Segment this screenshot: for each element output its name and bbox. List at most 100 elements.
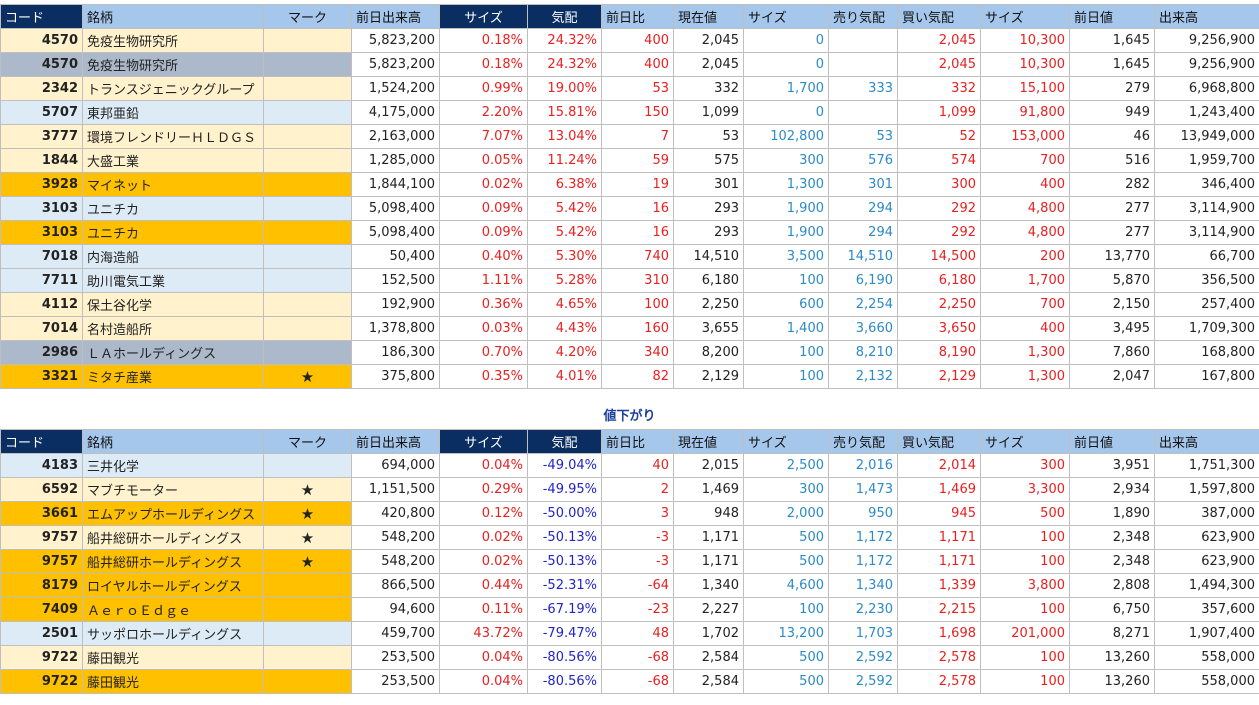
size-pct-cell[interactable]: 0.18%	[439, 28, 528, 53]
table-row[interactable]: 4570 免疫生物研究所 5,823,200 0.18% 24.32% 400 2,045 0…	[0, 28, 1259, 53]
table-row[interactable]: 2986 ＬＡホールディングス 186,300 0.70% 4.20% 340 8,200 1…	[0, 340, 1259, 365]
header-name[interactable]: 銘柄	[82, 4, 264, 29]
prev-volume-cell[interactable]: 5,823,200	[351, 28, 440, 53]
size-cell[interactable]: 10,300	[980, 52, 1070, 77]
size-cell[interactable]: 13,200	[743, 621, 829, 646]
prev-close-cell[interactable]: 2,934	[1069, 477, 1155, 502]
prev-close-cell[interactable]: 279	[1069, 76, 1155, 101]
bid-cell[interactable]: 574	[897, 148, 981, 173]
size-pct-cell[interactable]: 0.35%	[439, 364, 528, 389]
header-volume[interactable]: 出来高	[1154, 429, 1259, 454]
size-cell[interactable]: 300	[980, 453, 1070, 478]
size-cell[interactable]: 100	[980, 669, 1070, 694]
ask-cell[interactable]: 8,210	[828, 340, 898, 365]
mark-cell[interactable]	[263, 645, 352, 670]
change-cell[interactable]: 100	[601, 292, 674, 317]
ask-cell[interactable]: 294	[828, 196, 898, 221]
code-cell[interactable]: 2342	[0, 76, 83, 101]
change-cell[interactable]: 48	[601, 621, 674, 646]
volume-cell[interactable]: 1,709,300	[1154, 316, 1259, 341]
bid-cell[interactable]: 14,500	[897, 244, 981, 269]
name-cell[interactable]: 内海造船	[82, 244, 264, 269]
size-cell[interactable]: 100	[980, 525, 1070, 550]
table-row[interactable]: 7711 助川電気工業 152,500 1.11% 5.28% 310 6,180 100 6,…	[0, 268, 1259, 293]
prev-volume-cell[interactable]: 1,285,000	[351, 148, 440, 173]
prev-volume-cell[interactable]: 1,844,100	[351, 172, 440, 197]
prev-volume-cell[interactable]: 548,200	[351, 549, 440, 574]
table-row[interactable]: 5707 東邦亜鉛 4,175,000 2.20% 15.81% 150 1,099 0 1,0…	[0, 100, 1259, 125]
change-cell[interactable]: -23	[601, 597, 674, 622]
size-pct-cell[interactable]: 0.02%	[439, 525, 528, 550]
size-pct-cell[interactable]: 0.44%	[439, 573, 528, 598]
volume-cell[interactable]: 13,949,000	[1154, 124, 1259, 149]
header-size[interactable]: サイズ	[980, 4, 1070, 29]
size-pct-cell[interactable]: 0.11%	[439, 597, 528, 622]
price-cell[interactable]: 2,015	[673, 453, 744, 478]
prev-volume-cell[interactable]: 4,175,000	[351, 100, 440, 125]
code-cell[interactable]: 1844	[0, 148, 83, 173]
prev-close-cell[interactable]: 277	[1069, 196, 1155, 221]
size-pct-cell[interactable]: 7.07%	[439, 124, 528, 149]
prev-volume-cell[interactable]: 1,151,500	[351, 477, 440, 502]
mark-cell[interactable]: ★	[263, 477, 352, 502]
mark-cell[interactable]	[263, 124, 352, 149]
size-pct-cell[interactable]: 0.03%	[439, 316, 528, 341]
header-change[interactable]: 前日比	[601, 4, 674, 29]
quote-pct-cell[interactable]: -80.56%	[527, 645, 602, 670]
size-cell[interactable]: 3,300	[980, 477, 1070, 502]
code-cell[interactable]: 3103	[0, 196, 83, 221]
size-cell[interactable]: 300	[743, 148, 829, 173]
table-row[interactable]: 6592 マブチモーター ★ 1,151,500 0.29% -49.95% 2 1,469 3…	[0, 477, 1259, 502]
change-cell[interactable]: 59	[601, 148, 674, 173]
volume-cell[interactable]: 1,907,400	[1154, 621, 1259, 646]
mark-cell[interactable]	[263, 292, 352, 317]
code-cell[interactable]: 3661	[0, 501, 83, 526]
size-cell[interactable]: 4,800	[980, 196, 1070, 221]
quote-pct-cell[interactable]: 24.32%	[527, 52, 602, 77]
price-cell[interactable]: 6,180	[673, 268, 744, 293]
bid-cell[interactable]: 52	[897, 124, 981, 149]
change-cell[interactable]: -64	[601, 573, 674, 598]
name-cell[interactable]: 免疫生物研究所	[82, 28, 264, 53]
header-ask[interactable]: 売り気配	[828, 429, 898, 454]
size-pct-cell[interactable]: 43.72%	[439, 621, 528, 646]
price-cell[interactable]: 1,171	[673, 549, 744, 574]
mark-cell[interactable]: ★	[263, 549, 352, 574]
change-cell[interactable]: 53	[601, 76, 674, 101]
size-cell[interactable]: 1,700	[743, 76, 829, 101]
mark-cell[interactable]	[263, 621, 352, 646]
change-cell[interactable]: 3	[601, 501, 674, 526]
price-cell[interactable]: 2,129	[673, 364, 744, 389]
code-cell[interactable]: 2986	[0, 340, 83, 365]
quote-pct-cell[interactable]: 5.28%	[527, 268, 602, 293]
price-cell[interactable]: 332	[673, 76, 744, 101]
price-cell[interactable]: 2,227	[673, 597, 744, 622]
prev-volume-cell[interactable]: 375,800	[351, 364, 440, 389]
bid-cell[interactable]: 1,171	[897, 525, 981, 550]
mark-cell[interactable]	[263, 669, 352, 694]
name-cell[interactable]: 助川電気工業	[82, 268, 264, 293]
volume-cell[interactable]: 623,900	[1154, 549, 1259, 574]
prev-close-cell[interactable]: 1,645	[1069, 52, 1155, 77]
table-row[interactable]: 3777 環境フレンドリーＨＬＤＧＳ 2,163,000 7.07% 13.04% 7 53…	[0, 124, 1259, 149]
prev-close-cell[interactable]: 282	[1069, 172, 1155, 197]
mark-cell[interactable]	[263, 76, 352, 101]
price-cell[interactable]: 293	[673, 220, 744, 245]
size-pct-cell[interactable]: 0.05%	[439, 148, 528, 173]
prev-volume-cell[interactable]: 420,800	[351, 501, 440, 526]
quote-pct-cell[interactable]: 4.20%	[527, 340, 602, 365]
change-cell[interactable]: 400	[601, 52, 674, 77]
size-cell[interactable]: 10,300	[980, 28, 1070, 53]
code-cell[interactable]: 2501	[0, 621, 83, 646]
quote-pct-cell[interactable]: 19.00%	[527, 76, 602, 101]
price-cell[interactable]: 2,045	[673, 52, 744, 77]
name-cell[interactable]: ロイヤルホールディングス	[82, 573, 264, 598]
size-cell[interactable]: 100	[743, 364, 829, 389]
volume-cell[interactable]: 167,800	[1154, 364, 1259, 389]
price-cell[interactable]: 8,200	[673, 340, 744, 365]
code-cell[interactable]: 9757	[0, 525, 83, 550]
prev-volume-cell[interactable]: 253,500	[351, 645, 440, 670]
price-cell[interactable]: 1,171	[673, 525, 744, 550]
volume-cell[interactable]: 1,959,700	[1154, 148, 1259, 173]
prev-volume-cell[interactable]: 548,200	[351, 525, 440, 550]
